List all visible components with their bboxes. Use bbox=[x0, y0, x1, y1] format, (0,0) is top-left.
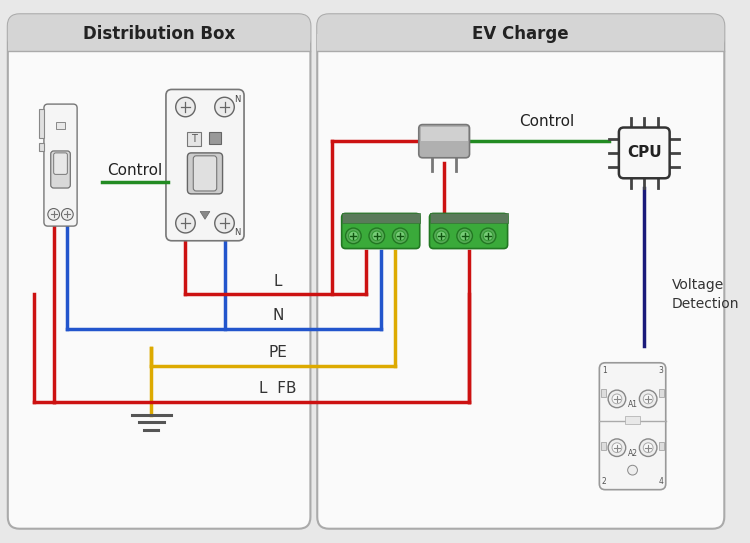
Circle shape bbox=[395, 231, 405, 241]
Bar bbox=[625, 416, 640, 424]
FancyBboxPatch shape bbox=[342, 213, 420, 249]
Circle shape bbox=[372, 231, 382, 241]
Circle shape bbox=[433, 228, 449, 244]
Circle shape bbox=[369, 228, 385, 244]
FancyBboxPatch shape bbox=[419, 124, 470, 158]
Circle shape bbox=[612, 394, 622, 404]
Text: 4: 4 bbox=[658, 477, 663, 487]
Bar bbox=[602, 389, 606, 397]
Circle shape bbox=[214, 97, 234, 117]
FancyBboxPatch shape bbox=[317, 14, 724, 52]
Circle shape bbox=[460, 231, 470, 241]
Circle shape bbox=[176, 213, 195, 233]
Bar bbox=[209, 132, 220, 144]
Text: L  FB: L FB bbox=[260, 381, 297, 396]
Bar bbox=[430, 213, 508, 223]
Text: EV Charge: EV Charge bbox=[472, 25, 568, 43]
FancyBboxPatch shape bbox=[54, 153, 68, 174]
Circle shape bbox=[608, 390, 625, 408]
Circle shape bbox=[640, 390, 657, 408]
Circle shape bbox=[392, 228, 408, 244]
Bar bbox=[659, 442, 664, 450]
Bar bbox=[342, 213, 420, 223]
Text: Distribution Box: Distribution Box bbox=[83, 25, 236, 43]
Text: PE: PE bbox=[268, 345, 288, 360]
Bar bbox=[188, 132, 201, 146]
Text: N: N bbox=[272, 308, 284, 323]
Circle shape bbox=[480, 228, 496, 244]
FancyBboxPatch shape bbox=[599, 363, 666, 490]
FancyBboxPatch shape bbox=[317, 14, 724, 529]
FancyBboxPatch shape bbox=[194, 156, 217, 191]
Circle shape bbox=[214, 213, 234, 233]
FancyBboxPatch shape bbox=[619, 128, 670, 178]
Circle shape bbox=[346, 228, 362, 244]
FancyBboxPatch shape bbox=[166, 90, 244, 241]
FancyBboxPatch shape bbox=[51, 151, 70, 188]
Circle shape bbox=[644, 443, 653, 452]
Bar bbox=[56, 122, 65, 129]
Text: N: N bbox=[234, 228, 240, 237]
Circle shape bbox=[62, 209, 74, 220]
Circle shape bbox=[349, 231, 358, 241]
Bar bbox=[602, 442, 606, 450]
Polygon shape bbox=[200, 211, 210, 219]
Bar bbox=[421, 127, 467, 141]
Text: N: N bbox=[234, 96, 240, 104]
FancyBboxPatch shape bbox=[188, 153, 223, 194]
Bar bbox=[317, 34, 724, 52]
Text: 3: 3 bbox=[658, 366, 663, 375]
Circle shape bbox=[48, 209, 59, 220]
Text: Control: Control bbox=[519, 115, 574, 129]
Text: 1: 1 bbox=[602, 366, 607, 375]
Text: CPU: CPU bbox=[627, 146, 662, 160]
FancyBboxPatch shape bbox=[44, 104, 77, 226]
Text: Voltage
Detection: Voltage Detection bbox=[671, 277, 739, 311]
Circle shape bbox=[612, 443, 622, 452]
FancyBboxPatch shape bbox=[8, 14, 310, 529]
Circle shape bbox=[483, 231, 493, 241]
Text: Control: Control bbox=[107, 163, 162, 178]
FancyBboxPatch shape bbox=[8, 14, 310, 52]
Text: A2: A2 bbox=[628, 449, 638, 458]
Text: A1: A1 bbox=[628, 400, 638, 409]
Bar bbox=[39, 109, 44, 138]
Circle shape bbox=[436, 231, 446, 241]
Bar bbox=[659, 389, 664, 397]
Circle shape bbox=[176, 97, 195, 117]
Circle shape bbox=[457, 228, 472, 244]
Circle shape bbox=[640, 439, 657, 457]
Circle shape bbox=[608, 439, 625, 457]
Circle shape bbox=[644, 394, 653, 404]
Bar bbox=[8, 34, 310, 52]
Circle shape bbox=[628, 465, 638, 475]
Bar bbox=[39, 143, 44, 151]
Text: T: T bbox=[191, 134, 197, 144]
Text: L: L bbox=[274, 274, 283, 288]
FancyBboxPatch shape bbox=[430, 213, 508, 249]
Text: 2: 2 bbox=[602, 477, 607, 487]
